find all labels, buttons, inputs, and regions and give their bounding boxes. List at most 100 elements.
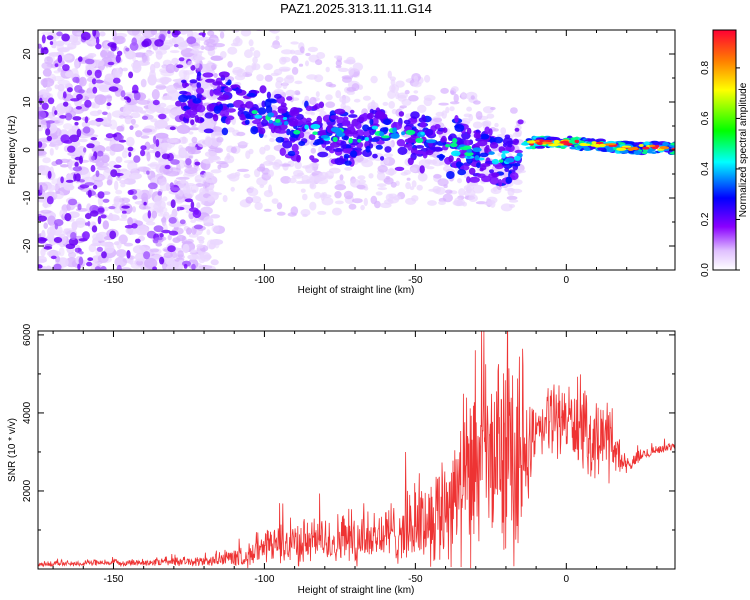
spectrogram-cell — [91, 155, 96, 161]
spectrogram-cell — [202, 18, 213, 25]
spectrogram-cell — [219, 110, 230, 117]
spectrogram-cell — [454, 124, 465, 132]
spectrogram-cell — [237, 168, 249, 172]
spectrogram-cell — [110, 169, 118, 178]
spectrogram-cell — [415, 137, 424, 143]
spectrogram-cell — [213, 73, 218, 78]
spectrogram-cell — [128, 172, 142, 180]
spectrogram-cell — [370, 75, 378, 84]
spectrogram-cell — [453, 93, 459, 103]
spectrogram-cell — [60, 176, 64, 184]
spectrogram-cell — [372, 153, 378, 159]
spectrogram-cell — [204, 172, 214, 179]
spectrogram-cell — [190, 249, 197, 254]
snr-frame — [37, 330, 676, 570]
spectrogram-cell — [143, 251, 151, 260]
spectrogram-cell — [479, 152, 489, 158]
spectrogram-cell — [498, 159, 504, 163]
spectrogram-cell — [120, 90, 126, 98]
spectrogram-cell — [457, 178, 462, 184]
spectrogram-cell — [232, 24, 242, 30]
spectrogram-cell — [49, 41, 54, 45]
spectrogram-cell — [121, 210, 127, 214]
spectrogram-cell — [365, 145, 371, 153]
spectrogram-cell — [309, 96, 317, 106]
spectrogram-cell — [468, 194, 478, 202]
spectrogram-cell — [314, 174, 327, 182]
spectrogram-cell — [166, 138, 178, 143]
spectrogram-cell — [154, 132, 169, 139]
spectrogram-cell — [121, 150, 128, 159]
spectrogram-cell — [506, 195, 518, 201]
spectrogram-cell — [219, 94, 230, 100]
spectrogram-cell — [114, 180, 119, 191]
spectrogram-cell — [474, 155, 480, 161]
spectrogram-cell — [89, 110, 101, 117]
spectrogram-cell — [475, 111, 483, 120]
y-tick-label: -20 — [22, 238, 33, 253]
spectrogram-cell — [236, 68, 246, 78]
spectrogram-cell — [90, 137, 98, 141]
spectrogram-cell — [217, 164, 222, 170]
spectrogram-cell — [535, 139, 540, 143]
spectrogram-cell — [43, 246, 53, 250]
spectrogram-cell — [49, 148, 54, 156]
spectrogram-cell — [472, 121, 483, 129]
spectrogram-cell — [184, 189, 194, 199]
spectrogram-cell — [357, 138, 362, 143]
spectrogram-cell — [95, 79, 104, 84]
spectrogram-cell — [227, 61, 233, 68]
spectrogram-cell — [119, 115, 125, 119]
spectrogram-cell — [160, 79, 169, 85]
spectrogram-cell — [106, 51, 115, 59]
spectrogram-cell — [181, 79, 187, 84]
colorbar-tick-label: 0.2 — [700, 212, 711, 226]
spectrogram-cell — [309, 201, 317, 211]
colorbar-gradient — [712, 29, 737, 271]
spectrogram-cell — [63, 46, 74, 51]
spectrogram-cell — [94, 266, 101, 270]
spectrogram-cell — [254, 114, 263, 119]
spectrogram-cell — [472, 147, 482, 152]
x-tick-label: -100 — [254, 574, 274, 585]
spectrogram-cell — [473, 132, 482, 139]
spectrogram-cell — [169, 126, 176, 131]
spectrogram-cell — [44, 56, 54, 65]
x-tick-label: -50 — [408, 275, 423, 286]
spectrogram-cell — [494, 122, 499, 128]
spectrogram-cell — [412, 81, 422, 88]
spectrogram-cell — [46, 250, 61, 258]
spectrogram-cell — [451, 150, 461, 157]
spectrogram-cell — [175, 100, 182, 107]
spectrogram-cell — [404, 89, 410, 95]
spectrogram-cell — [619, 150, 629, 154]
spectrogram-cell — [315, 91, 320, 98]
spectrogram-cell — [237, 142, 249, 145]
spectrogram-cell — [123, 160, 136, 164]
spectrogram-cell — [403, 119, 411, 125]
spectrogram-cell — [183, 70, 190, 81]
spectrogram-cell — [436, 154, 446, 159]
spectrogram-cell — [190, 201, 195, 209]
spectrogram-cell — [151, 210, 158, 219]
spectrogram-cell — [398, 111, 405, 117]
spectrogram-cell — [643, 141, 650, 146]
spectrogram-cell — [350, 150, 358, 158]
spectrogram-cell — [161, 207, 168, 213]
spectrogram-cell — [113, 77, 121, 84]
spectrogram-cell — [113, 35, 126, 45]
spectrogram-cell — [84, 182, 95, 186]
spectrogram-cell — [252, 63, 261, 71]
spectrogram-cell — [112, 67, 123, 79]
spectrogram-cell — [263, 144, 271, 151]
spectrogram-cell — [202, 118, 215, 125]
spectrogram-cell — [491, 158, 499, 165]
spectrogram-cell — [109, 119, 118, 130]
spectrogram-cell — [155, 139, 160, 147]
spectrogram-cell — [147, 150, 158, 154]
y-tick-label: 0 — [22, 147, 33, 153]
spectrogram-cell — [584, 139, 595, 142]
spectrogram-cell — [169, 182, 174, 189]
spectrogram-cell — [131, 90, 139, 94]
spectrogram-cell — [125, 136, 135, 147]
